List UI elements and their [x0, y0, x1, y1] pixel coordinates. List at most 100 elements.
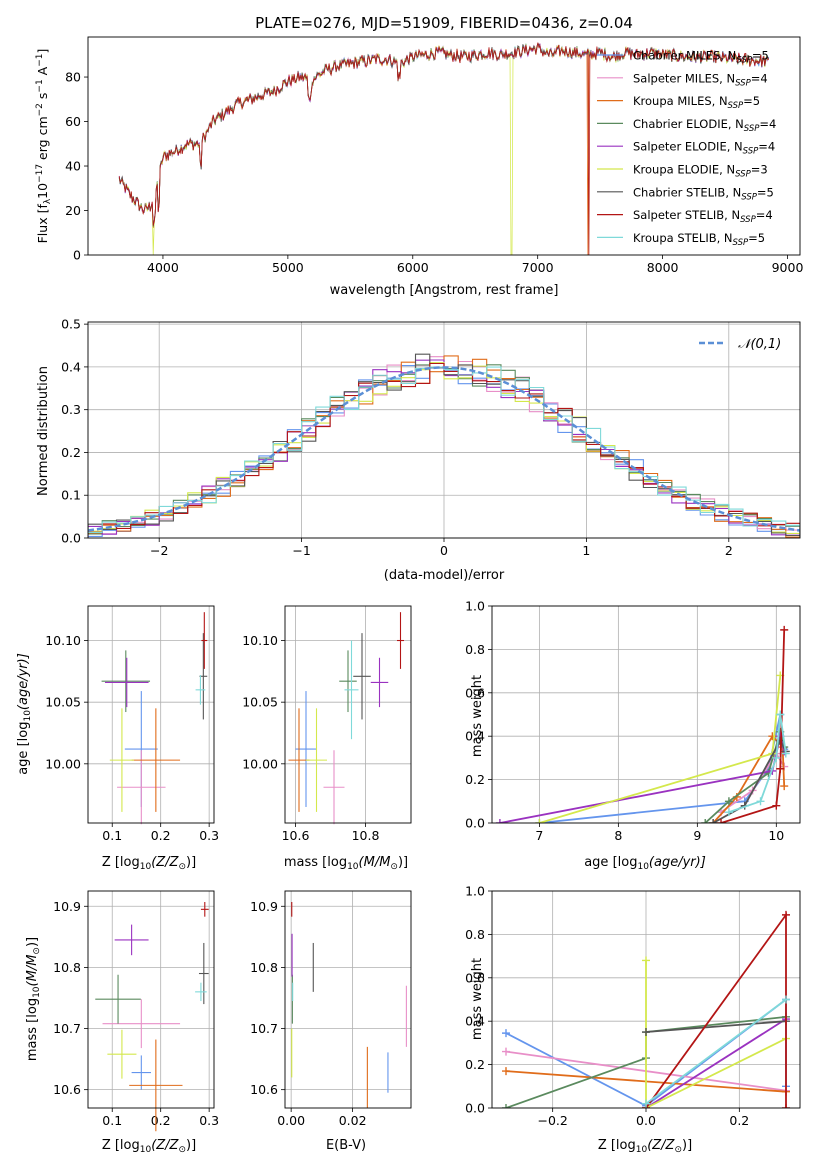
axes-frame	[491, 890, 801, 1109]
x-tick-label: 9000	[772, 260, 804, 275]
x-tick-label: 6000	[397, 260, 429, 275]
y-tick-label: 0.2	[465, 1057, 485, 1072]
y-tick-label: 10.10	[242, 633, 278, 648]
y-tick-label: 0.0	[465, 816, 485, 831]
x-tick-label: 0	[440, 543, 448, 558]
y-tick-label: 10.8	[250, 960, 278, 975]
axes-frame	[284, 605, 412, 824]
weight-marker-krou_stelib	[642, 1099, 650, 1108]
weight-series-krou_stelib	[645, 998, 787, 1105]
y-tick-label: 10.8	[53, 960, 81, 975]
x-tick-label: 0.2	[729, 1113, 749, 1128]
weight-marker-chab_elodie	[502, 1104, 510, 1108]
legend-label-chab_stelib: Chabrier STELIB, NSSP=5	[633, 185, 774, 202]
weight-marker-krou_elodie	[642, 956, 650, 965]
mass-vs-Z-xlabel: Z [log10(Z/Z⊙)]	[102, 1138, 196, 1155]
mass-vs-Z-panel: 0.1 0.2 0.3 10.6 10.7 10.8 10.9 Z [log10(Z/Z⊙)…	[25, 890, 219, 1155]
x-tick-label: −2	[150, 543, 168, 558]
y-tick-label: 10.9	[250, 899, 278, 914]
y-tick-label: 10.9	[53, 899, 81, 914]
x-tick-label: 0.1	[102, 1113, 122, 1128]
x-tick-label: 8	[614, 828, 622, 843]
y-tick-label: 0.4	[465, 1014, 485, 1029]
x-tick-label: 8000	[647, 260, 679, 275]
legend-label-chab_elodie: Chabrier ELODIE, NSSP=4	[633, 117, 776, 134]
weight-marker-salp_stelib	[772, 801, 781, 810]
y-tick-label: 20	[65, 203, 81, 218]
weight-marker-krou_stelib	[756, 797, 765, 806]
y-tick-label: 80	[65, 70, 81, 85]
x-tick-label: 10	[768, 828, 784, 843]
x-tick-label: 0.02	[339, 1113, 367, 1128]
y-tick-label: 0.8	[465, 927, 485, 942]
weight-marker-krou_stelib	[776, 710, 785, 719]
y-tick-label: 1.0	[465, 884, 485, 899]
x-tick-label: 1	[582, 543, 590, 558]
weight-marker-salp_stelib	[776, 764, 785, 773]
spectrum-line-salp_stelib	[118, 42, 769, 255]
weight-marker-chab_elodie	[701, 819, 710, 823]
weight-marker-salp_miles	[502, 1047, 510, 1056]
x-tick-label: 0.3	[199, 1113, 219, 1128]
x-tick-label: 0.00	[277, 1113, 305, 1128]
weight-vs-age-panel: 7 8 9 10 0.0 0.2 0.4 0.6 0.8 1.0 age [log10(age/y…	[465, 599, 801, 872]
y-tick-label: 10.00	[45, 756, 81, 771]
weight-marker-chab_elodie	[724, 797, 733, 806]
weight-marker-salp_stelib	[782, 910, 790, 919]
spectrum-legend: Chabrier MILES, NSSP=5 Salpeter MILES, NS…	[597, 49, 776, 248]
weight-series-salp_stelib	[720, 629, 786, 823]
weight-marker-krou_stelib	[772, 753, 781, 762]
histogram-steps	[88, 353, 800, 538]
weight-marker-krou_miles	[502, 1067, 510, 1076]
residuals-panel: −2 −1 0 1 2 0.0 0.1 0.2 0.3 0.4 0.5 (data-model)/e…	[36, 317, 801, 583]
legend-label-krou_miles: Kroupa MILES, NSSP=5	[633, 94, 760, 111]
age-vs-mass-panel: 10.6 10.8 10.00 10.05 10.10 mass [log10(M/M⊙…	[242, 605, 412, 872]
weight-marker-salp_stelib	[780, 625, 789, 634]
y-tick-label: 0.0	[61, 531, 81, 546]
y-tick-label: 10.7	[53, 1021, 81, 1036]
x-tick-label: 0.1	[102, 828, 122, 843]
legend-label-salp_stelib: Salpeter STELIB, NSSP=4	[633, 208, 773, 225]
y-tick-label: 40	[65, 159, 81, 174]
x-tick-label: 0.2	[151, 1113, 171, 1128]
spectrum-panel: 4000 5000 6000 7000 8000 9000 0 20 40 60 80 wavele…	[35, 36, 804, 298]
y-tick-label: 10.6	[250, 1082, 278, 1097]
weight-marker-salp_elodie	[495, 819, 504, 823]
spectrum-ylabel: Flux [fλ10−17 erg cm−2 s−1 A−1]	[35, 49, 53, 244]
weight-marker-krou_stelib	[724, 808, 733, 817]
x-tick-label: 5000	[272, 260, 304, 275]
axes-frame	[87, 605, 215, 824]
y-tick-label: 1.0	[465, 599, 485, 614]
axes-frame	[87, 890, 215, 1109]
y-tick-label: 10.7	[250, 1021, 278, 1036]
x-tick-label: 0.2	[151, 828, 171, 843]
weight-vs-age-ylabel: mass weight	[470, 675, 485, 757]
legend-label-krou_elodie: Kroupa ELODIE, NSSP=3	[633, 163, 768, 180]
y-tick-label: 10.05	[242, 695, 278, 710]
y-tick-label: 0.1	[61, 488, 81, 503]
reference-legend-label: 𝒩(0,1)	[738, 337, 781, 352]
x-tick-label: 9	[693, 828, 701, 843]
weight-marker-salp_stelib	[717, 819, 726, 823]
weight-lines	[502, 910, 790, 1108]
mass-vs-Z-ylabel: mass [log10(M/M⊙)]	[25, 937, 42, 1061]
x-tick-label: 2	[725, 543, 733, 558]
y-tick-label: 0.3	[61, 402, 81, 417]
y-tick-label: 10.00	[242, 756, 278, 771]
y-tick-label: 10.10	[45, 633, 81, 648]
axes-frame	[87, 321, 801, 539]
y-tick-label: 0	[73, 248, 81, 263]
residuals-ylabel: Normed distribution	[36, 366, 51, 496]
weight-vs-Z-xlabel: Z [log10(Z/Z⊙)]	[598, 1138, 692, 1155]
spectrum-xlabel: wavelength [Angstrom, rest frame]	[330, 283, 559, 298]
weight-marker-krou_stelib	[781, 749, 790, 758]
weight-lines	[495, 625, 790, 823]
y-tick-label: 0.5	[61, 317, 81, 332]
x-tick-label: 10.8	[352, 828, 380, 843]
weight-series-krou_elodie	[645, 960, 787, 1108]
y-tick-label: 10.05	[45, 695, 81, 710]
legend-label-chab_miles: Chabrier MILES, NSSP=5	[633, 49, 769, 66]
y-tick-label: 0.4	[465, 729, 485, 744]
y-tick-label: 0.8	[465, 642, 485, 657]
